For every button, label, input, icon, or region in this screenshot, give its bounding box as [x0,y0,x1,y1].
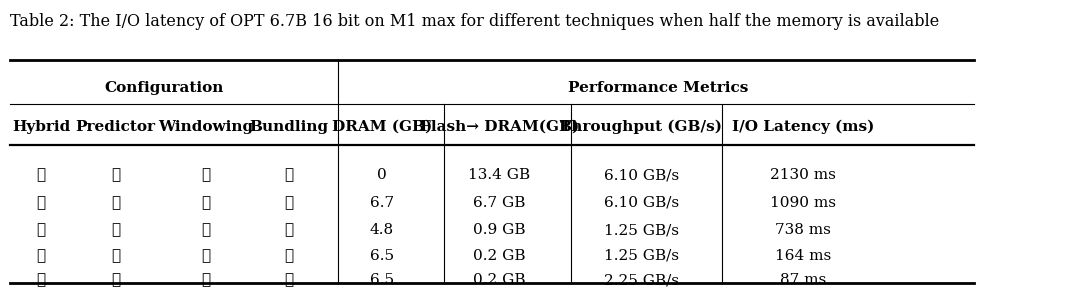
Text: 164 ms: 164 ms [775,249,832,263]
Text: ✓: ✓ [111,223,120,237]
Text: DRAM (GB): DRAM (GB) [332,120,432,134]
Text: ✗: ✗ [37,168,45,182]
Text: 1.25 GB/s: 1.25 GB/s [604,223,679,237]
Text: 6.10 GB/s: 6.10 GB/s [604,196,679,210]
Text: 6.5: 6.5 [369,249,394,263]
Text: I/O Latency (ms): I/O Latency (ms) [732,119,875,134]
Text: 13.4 GB: 13.4 GB [469,168,530,182]
Text: ✓: ✓ [201,249,211,263]
Text: ✓: ✓ [37,223,45,237]
Text: ✗: ✗ [111,168,120,182]
Text: ✓: ✓ [111,273,120,287]
Text: 2130 ms: 2130 ms [770,168,836,182]
Text: ✗: ✗ [284,168,294,182]
Text: ✗: ✗ [284,223,294,237]
Text: ✓: ✓ [111,249,120,263]
Text: 0.9 GB: 0.9 GB [473,223,526,237]
Text: 2.25 GB/s: 2.25 GB/s [604,273,679,287]
Text: ✗: ✗ [284,249,294,263]
Text: ✗: ✗ [201,223,211,237]
Text: 6.5: 6.5 [369,273,394,287]
Text: Windowing: Windowing [158,120,253,134]
Text: Throughput (GB/s): Throughput (GB/s) [561,119,723,134]
Text: ✓: ✓ [37,249,45,263]
Text: Table 2: The I/O latency of OPT 6.7B 16 bit on M1 max for different techniques w: Table 2: The I/O latency of OPT 6.7B 16 … [10,13,939,30]
Text: 1.25 GB/s: 1.25 GB/s [604,249,679,263]
Text: ✓: ✓ [201,273,211,287]
Text: Bundling: Bundling [249,120,328,134]
Text: ✓: ✓ [284,273,294,287]
Text: ✗: ✗ [284,196,294,210]
Text: 0.2 GB: 0.2 GB [473,249,526,263]
Text: Configuration: Configuration [105,81,225,95]
Text: 6.10 GB/s: 6.10 GB/s [604,168,679,182]
Text: 6.7 GB: 6.7 GB [473,196,526,210]
Text: ✗: ✗ [201,196,211,210]
Text: ✗: ✗ [201,168,211,182]
Text: ✓: ✓ [37,273,45,287]
Text: Hybrid: Hybrid [12,120,70,134]
Text: Performance Metrics: Performance Metrics [568,81,748,95]
Text: Flash→ DRAM(GB): Flash→ DRAM(GB) [420,120,579,134]
Text: 87 ms: 87 ms [780,273,826,287]
Text: 1090 ms: 1090 ms [770,196,836,210]
Text: Predictor: Predictor [76,120,156,134]
Text: 0: 0 [377,168,387,182]
Text: 4.8: 4.8 [369,223,394,237]
Text: 6.7: 6.7 [369,196,394,210]
Text: ✗: ✗ [111,196,120,210]
Text: 738 ms: 738 ms [775,223,831,237]
Text: 0.2 GB: 0.2 GB [473,273,526,287]
Text: ✓: ✓ [37,196,45,210]
